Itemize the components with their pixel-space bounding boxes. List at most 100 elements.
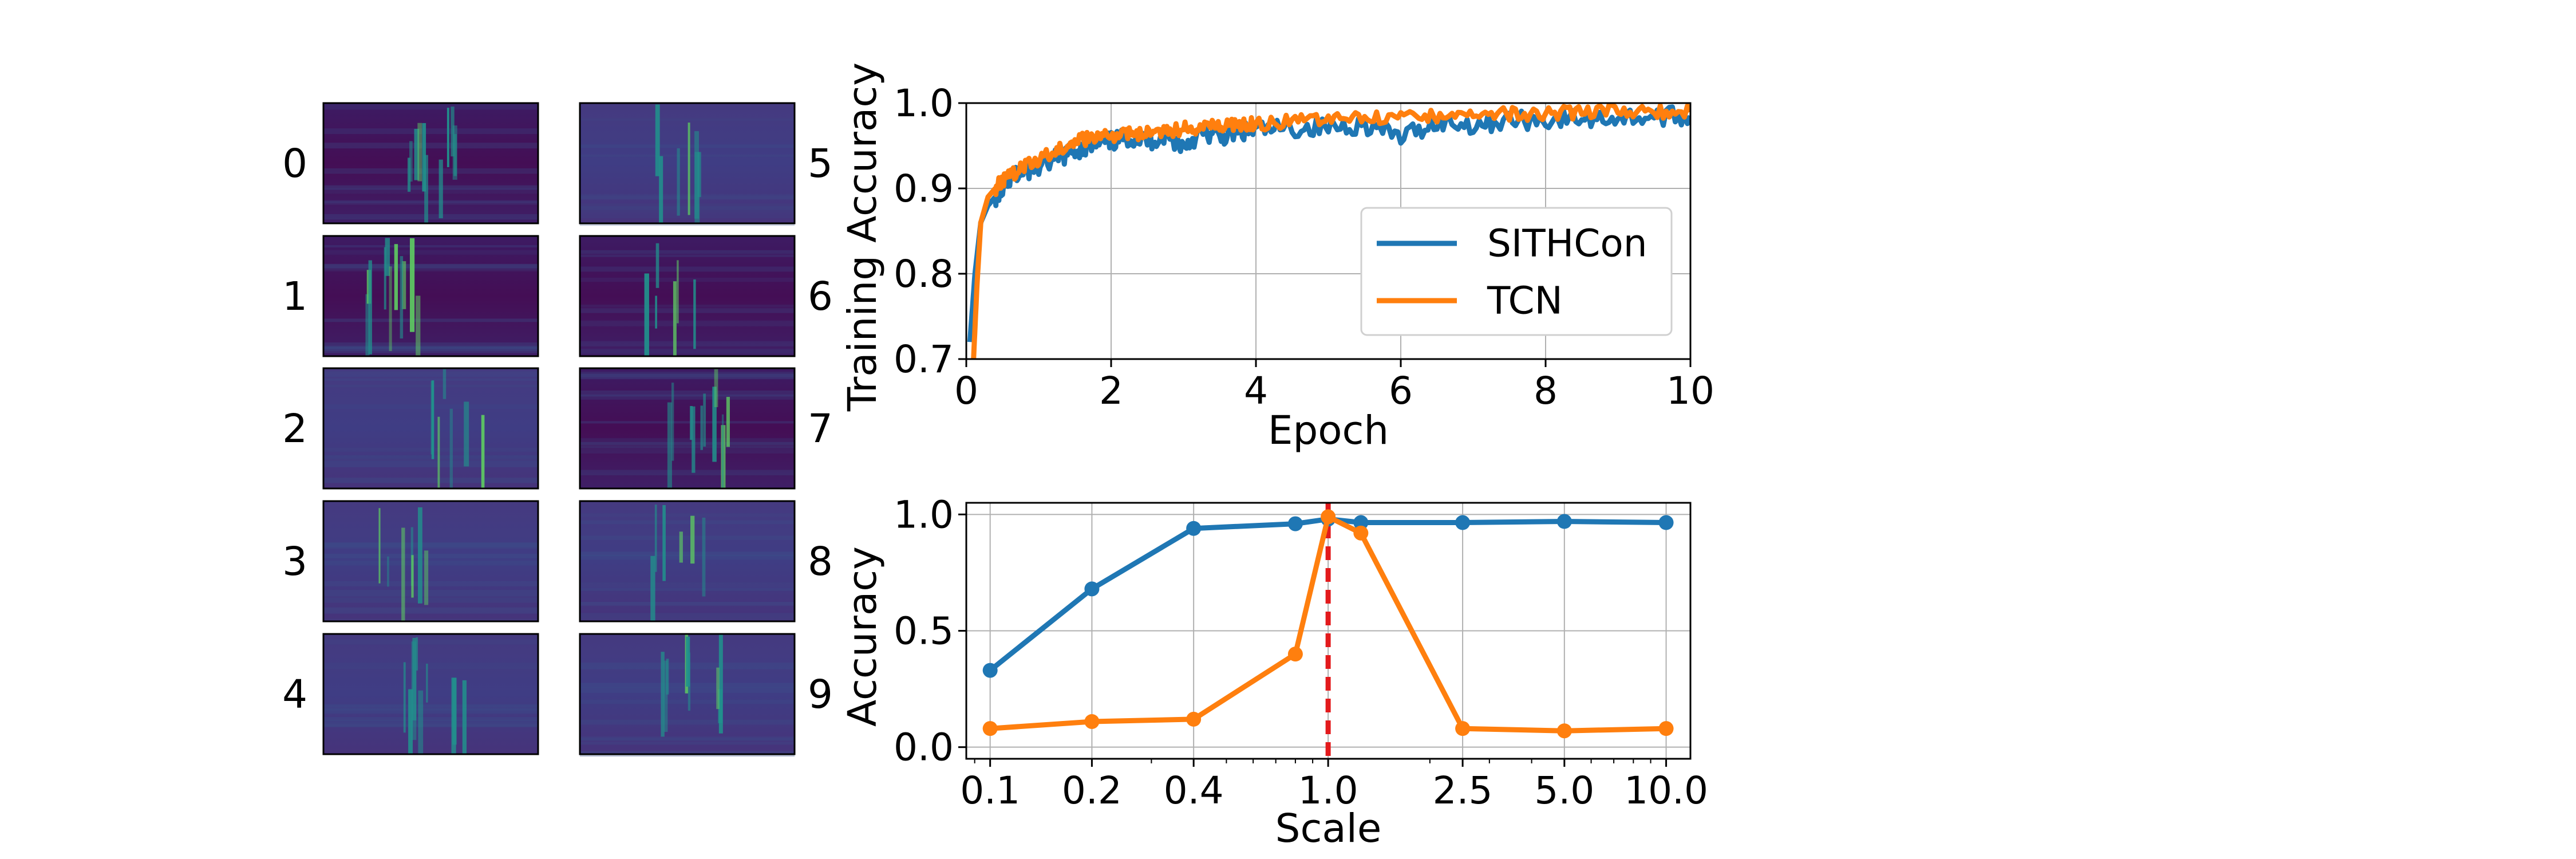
spectrogram-streak: [726, 397, 730, 447]
digit-panel-5: 5: [579, 102, 833, 226]
spectrogram-band: [323, 478, 538, 483]
spectrogram-band: [580, 613, 795, 620]
spectrogram-streak: [690, 405, 693, 440]
spectrogram-band: [323, 168, 538, 174]
digit-label-2: 2: [282, 406, 307, 452]
spectrogram-streak: [438, 159, 443, 219]
panel-border: [579, 102, 796, 224]
spectrogram-band: [580, 349, 795, 354]
spectrogram-streak: [662, 505, 666, 581]
data-point: [1353, 525, 1369, 541]
spectrogram-band: [580, 373, 795, 380]
spectrogram-streak: [693, 279, 696, 349]
spectrogram-band: [323, 264, 538, 269]
spectrogram-band: [580, 254, 795, 257]
spectrogram-streak: [692, 406, 696, 473]
y-ticks: 0.0 0.5 1.0: [894, 492, 966, 770]
digit-panel-8: 8: [579, 500, 833, 622]
spectrogram-streak: [389, 266, 392, 352]
spectrogram-band: [580, 442, 795, 448]
digit-panel-1: 1: [282, 235, 539, 357]
spectrogram-streak: [418, 690, 424, 754]
spectrogram-streak: [422, 123, 426, 192]
data-point: [1455, 721, 1471, 736]
spectrogram-band: [580, 738, 795, 741]
legend-label-sithcon: SITHCon: [1487, 222, 1647, 266]
data-point: [1658, 515, 1674, 530]
spectrogram-streak: [451, 107, 455, 157]
spectrogram-streak: [416, 295, 421, 356]
y-axis-label: Accuracy: [840, 546, 886, 727]
spectrogram-background: [580, 501, 795, 621]
spectrogram-band: [580, 555, 795, 560]
spectrogram-band: [323, 447, 538, 452]
spectrogram-streak: [667, 402, 672, 488]
data-point: [1186, 711, 1202, 727]
spectrogram-band: [323, 384, 538, 388]
spectrogram-band: [580, 206, 795, 212]
spectrogram-band: [580, 535, 795, 540]
spectrogram-streak: [703, 393, 706, 447]
digit-panel-3: 3: [282, 500, 539, 622]
spectrogram-band: [323, 245, 538, 247]
spectrogram-streak: [655, 104, 660, 176]
spectrogram-streak: [700, 405, 703, 450]
spectrogram-band: [323, 263, 538, 270]
spectrogram-band: [323, 722, 538, 727]
spectrogram-streak: [414, 128, 420, 180]
spectrogram-streak: [688, 652, 690, 711]
spectrogram-band: [580, 520, 795, 525]
spectrogram-band: [580, 341, 795, 346]
spectrogram-streak: [663, 660, 668, 732]
y-tick-label: 0.5: [894, 609, 954, 653]
digit-label-7: 7: [808, 406, 833, 452]
x-ticks: 0.1 0.2 0.4 1.0 2.5 5.0 10.0: [960, 759, 1708, 813]
spectrogram-streak: [408, 689, 413, 754]
spectrogram-band: [580, 277, 795, 282]
spectrogram-band: [580, 371, 795, 377]
spectrogram-band: [323, 345, 538, 351]
spectrogram-band: [323, 318, 538, 322]
spectrogram-streak: [462, 680, 467, 754]
series-group: [982, 509, 1674, 739]
x-tick-label: 0: [954, 369, 978, 413]
spectrogram-background: [580, 368, 795, 488]
panel-border: [322, 235, 539, 357]
digit-label-9: 9: [808, 672, 833, 718]
spectrogram-streak: [449, 408, 453, 488]
spectrogram-band: [323, 371, 538, 377]
y-tick-label: 1.0: [894, 492, 954, 537]
spectrogram-band: [580, 194, 795, 200]
spectrogram-streak: [671, 383, 674, 461]
spectrogram-streak: [694, 131, 700, 219]
spectrogram-band: [323, 639, 538, 645]
spectrogram-streak: [385, 238, 390, 276]
data-point: [1287, 516, 1303, 531]
series-group: [967, 103, 1690, 359]
panel-border: [579, 235, 796, 357]
spectrogram-band: [580, 195, 795, 199]
spectrogram-band: [323, 589, 538, 597]
spectrogram-band: [323, 200, 538, 203]
spectrogram-streak: [412, 637, 417, 720]
spectrogram-streak: [401, 527, 405, 621]
spectrogram-band: [323, 188, 538, 194]
spectrogram-band: [580, 551, 795, 557]
x-tick-label: 2.5: [1433, 769, 1493, 813]
data-point: [1084, 714, 1100, 729]
series-line-tcn: [971, 103, 1690, 359]
spectrogram-band: [580, 719, 795, 725]
y-axis-label: Training Accuracy: [840, 62, 886, 412]
spectrogram-streak: [403, 662, 406, 733]
spectrogram-streak: [452, 677, 457, 745]
spectrogram-band: [323, 461, 538, 467]
data-point: [1287, 647, 1303, 662]
spectrogram-streak: [721, 425, 726, 488]
spectrogram-band: [323, 560, 538, 566]
spectrogram-band: [580, 390, 795, 397]
spectrogram-streak: [401, 261, 406, 309]
spectrogram-band: [323, 663, 538, 669]
digit-label-0: 0: [282, 141, 307, 187]
spectrogram-band: [580, 144, 795, 148]
spectrogram-band: [323, 201, 538, 205]
